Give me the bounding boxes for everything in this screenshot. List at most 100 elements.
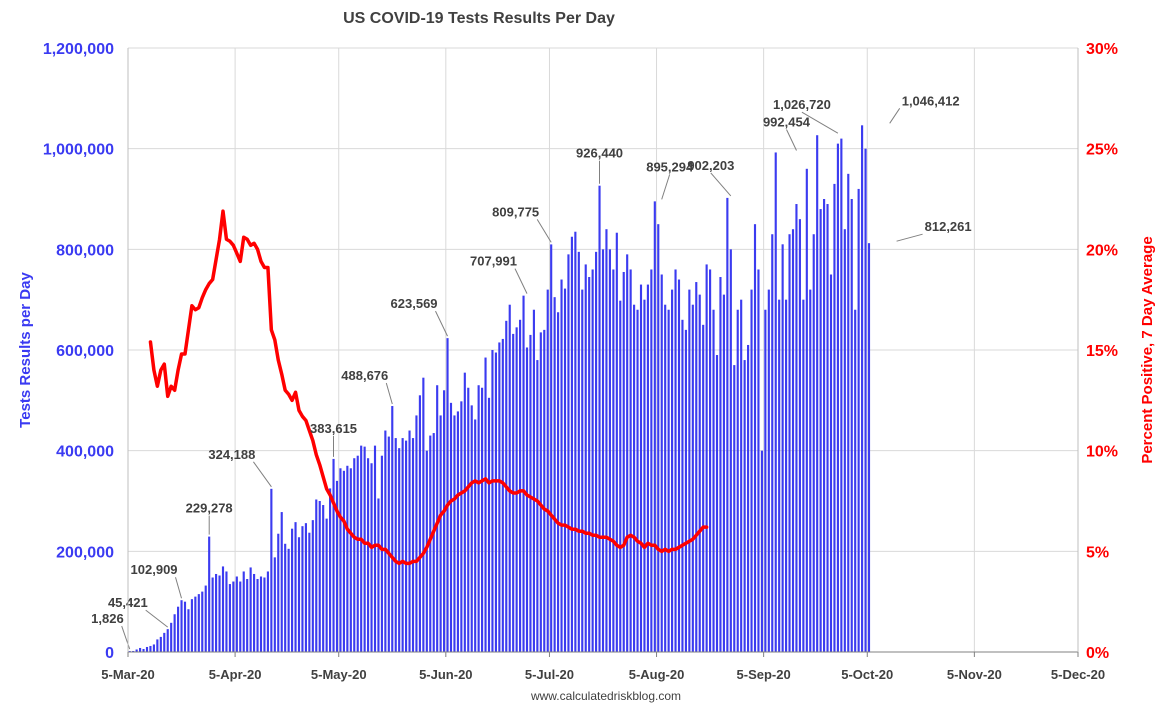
test-bar	[753, 224, 757, 653]
test-bar	[221, 566, 225, 652]
test-bar	[809, 289, 812, 652]
y-tick-label-right: 30%	[1086, 41, 1118, 58]
test-bar	[563, 288, 567, 652]
test-bar	[519, 319, 522, 652]
x-tick-label: 5-May-20	[311, 667, 367, 682]
x-tick-label: 5-Jul-20	[525, 667, 574, 682]
percent-positive-line-group	[148, 209, 709, 566]
annotation-leader	[514, 268, 528, 294]
test-bar	[380, 455, 383, 652]
test-bar	[536, 360, 539, 652]
data-label: 1,046,412	[902, 93, 960, 108]
test-bar	[266, 571, 269, 652]
test-bar	[619, 300, 622, 652]
y-tick-label-right: 5%	[1086, 544, 1109, 561]
test-bar	[498, 342, 501, 652]
test-bar	[702, 324, 705, 652]
test-bar	[760, 450, 763, 652]
test-bar	[543, 329, 546, 652]
test-bar	[277, 533, 280, 652]
test-bar	[145, 646, 149, 652]
test-bar	[785, 299, 788, 652]
test-bar	[177, 606, 180, 652]
test-bar	[833, 183, 836, 652]
test-results-bars	[128, 125, 871, 653]
test-bar	[847, 173, 850, 652]
test-bar	[850, 199, 853, 652]
test-bar	[201, 591, 204, 652]
test-bar	[715, 355, 719, 652]
test-bar	[823, 199, 826, 652]
test-bar	[722, 294, 725, 652]
test-bar	[329, 488, 332, 652]
test-bar	[270, 488, 273, 652]
test-bar	[778, 299, 781, 652]
test-bar	[335, 480, 339, 652]
test-bar	[557, 312, 560, 652]
test-bar	[819, 209, 822, 652]
test-bar	[740, 299, 743, 652]
test-bar	[601, 249, 605, 652]
test-bar	[605, 229, 608, 652]
data-label: 383,615	[310, 421, 357, 436]
test-bar	[332, 458, 335, 652]
test-bar	[208, 536, 211, 652]
test-bar	[170, 622, 173, 652]
data-label: 1,026,720	[773, 97, 831, 112]
test-bar	[353, 458, 356, 652]
test-bar	[747, 344, 750, 652]
test-bar	[802, 299, 805, 652]
test-bar	[187, 609, 190, 652]
test-bar	[491, 350, 494, 652]
test-bar	[726, 197, 729, 652]
test-bar	[688, 289, 691, 652]
test-bar	[373, 445, 377, 652]
test-bar	[633, 304, 636, 652]
data-label: 895,294	[646, 159, 694, 174]
test-bar	[239, 581, 242, 652]
test-bar	[681, 319, 684, 652]
test-bar	[826, 204, 829, 652]
test-bar	[149, 645, 152, 652]
test-bar	[836, 143, 839, 652]
test-bar	[474, 419, 477, 652]
y-tick-label-left: 200,000	[56, 544, 114, 561]
test-bar	[349, 468, 352, 652]
test-bar	[639, 284, 643, 652]
annotation-leader	[786, 129, 797, 151]
test-bar	[453, 415, 456, 652]
test-bar	[159, 636, 162, 652]
y-axis-label-right: Percent Positive, 7 Day Average	[1139, 236, 1156, 463]
test-bar	[318, 501, 321, 652]
y-tick-label-right: 25%	[1086, 142, 1118, 159]
test-bar	[570, 236, 573, 652]
test-bar	[287, 548, 290, 652]
test-bar	[360, 445, 363, 652]
test-bar	[367, 458, 370, 652]
test-bar	[650, 269, 653, 652]
test-bar	[284, 543, 287, 652]
test-bar	[477, 385, 480, 652]
annotation-leader	[889, 108, 901, 124]
test-bar	[584, 264, 587, 652]
test-bar	[166, 629, 169, 652]
test-bar	[791, 229, 795, 652]
y-tick-label-left: 0	[105, 645, 114, 662]
percent-positive-line	[148, 209, 709, 566]
annotation-leader	[145, 609, 169, 628]
test-bar	[764, 309, 767, 652]
test-bar	[132, 650, 135, 652]
test-bar	[139, 647, 142, 652]
test-bar	[629, 269, 632, 652]
annotation-leader	[661, 174, 671, 200]
test-bar	[356, 455, 359, 652]
test-bar	[574, 231, 577, 652]
test-bar	[415, 415, 418, 652]
test-bar	[405, 440, 408, 652]
test-bar	[515, 327, 518, 652]
test-bar	[384, 430, 387, 652]
test-bar	[183, 601, 187, 652]
test-bar	[674, 269, 677, 652]
x-tick-label: 5-Aug-20	[629, 667, 685, 682]
data-label: 812,261	[925, 219, 972, 234]
